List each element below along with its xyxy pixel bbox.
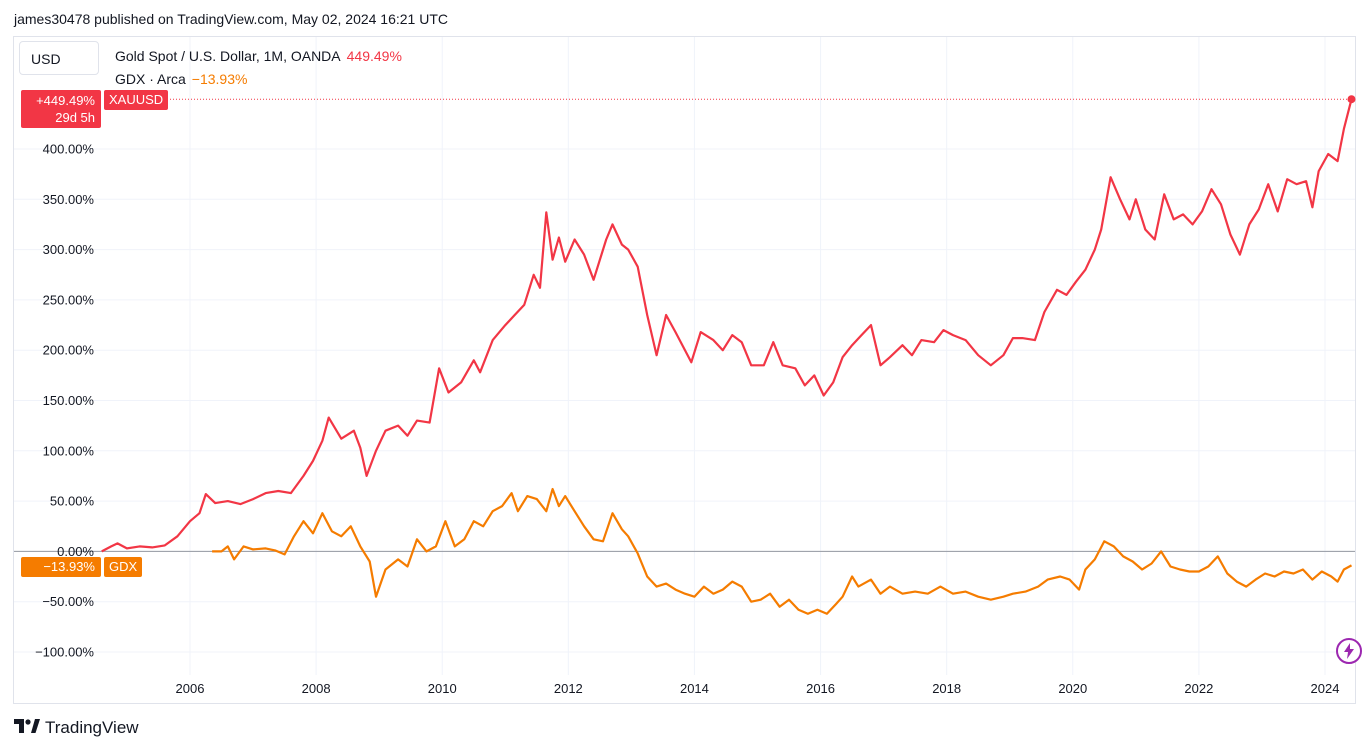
x-tick-label: 2010 [428, 681, 457, 696]
chart-frame [13, 36, 1356, 704]
gdx-price-badge: −13.93% [21, 557, 101, 577]
grid-lines [14, 37, 1355, 675]
markers [104, 95, 1356, 104]
x-axis-ticks: 2006 2008 2010 2012 2014 2016 2018 2020 2022 2024 [176, 681, 1340, 696]
xauusd-badge-countdown: 29d 5h [55, 110, 95, 125]
lightning-bolt-icon[interactable] [1335, 637, 1363, 665]
last-price-dot [1347, 95, 1356, 104]
y-tick-label: 200.00% [43, 343, 95, 358]
x-tick-label: 2016 [806, 681, 835, 696]
y-tick-label: 50.00% [50, 494, 95, 509]
series-line-xauusd[interactable] [101, 98, 1353, 553]
x-tick-label: 2024 [1311, 681, 1340, 696]
footer-brand: TradingView [14, 718, 139, 738]
y-tick-label: −50.00% [42, 594, 94, 609]
gdx-ticker-badge: GDX [104, 557, 143, 577]
x-tick-label: 2014 [680, 681, 709, 696]
series-line-gdx[interactable] [212, 487, 1353, 615]
y-tick-label: 350.00% [43, 192, 95, 207]
y-tick-label: 0.00% [57, 544, 94, 559]
y-tick-label: 400.00% [43, 142, 95, 157]
legend-row-gdx[interactable]: GDX · Arca −13.93% [115, 71, 247, 87]
series-lines [101, 98, 1353, 615]
x-tick-label: 2008 [302, 681, 331, 696]
tradingview-logo-icon [14, 718, 40, 738]
legend-value: 449.49% [346, 48, 402, 64]
y-tick-label: 100.00% [43, 443, 95, 458]
x-tick-label: 2006 [176, 681, 205, 696]
x-tick-label: 2012 [554, 681, 583, 696]
xauusd-badge-value: +449.49% [36, 93, 95, 108]
x-tick-label: 2022 [1184, 681, 1213, 696]
xauusd-price-badge: +449.49% 29d 5h [21, 90, 101, 128]
y-tick-label: 250.00% [43, 292, 95, 307]
xauusd-ticker-badge: XAUUSD [104, 90, 169, 110]
legend-value: −13.93% [191, 71, 248, 87]
legend-name: Gold Spot / U.S. Dollar, 1M, OANDA [115, 48, 341, 64]
y-tick-label: 300.00% [43, 242, 95, 257]
y-tick-label: −100.00% [35, 645, 94, 660]
legend-row-xauusd[interactable]: Gold Spot / U.S. Dollar, 1M, OANDA 449.49… [115, 48, 402, 64]
y-tick-label: 150.00% [43, 393, 95, 408]
published-header: james30478 published on TradingView.com,… [14, 11, 449, 27]
x-tick-label: 2018 [932, 681, 961, 696]
currency-button[interactable]: USD [19, 41, 99, 75]
x-tick-label: 2020 [1058, 681, 1087, 696]
legend-name: GDX · Arca [115, 71, 186, 87]
brand-name: TradingView [45, 718, 139, 737]
y-axis-ticks: 400.00% 350.00% 300.00% 250.00% 200.00% 150.0… [35, 142, 94, 660]
